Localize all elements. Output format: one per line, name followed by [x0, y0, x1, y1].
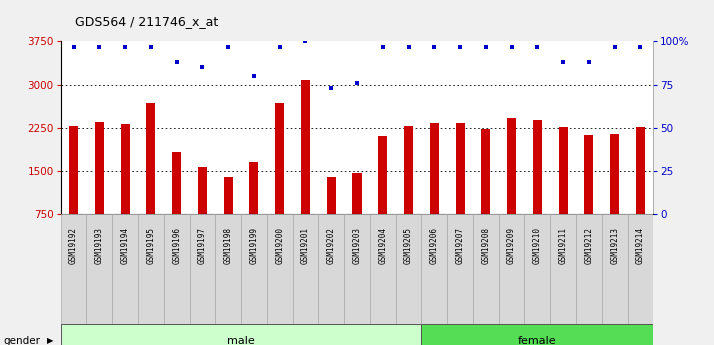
Bar — [421, 214, 447, 324]
Bar — [430, 123, 439, 214]
Point — [428, 44, 440, 49]
Point — [506, 44, 518, 49]
Text: female: female — [518, 336, 557, 345]
Bar — [628, 214, 653, 324]
Text: GSM19200: GSM19200 — [275, 227, 284, 264]
Bar — [241, 214, 267, 324]
Bar — [189, 214, 216, 324]
Point — [94, 44, 105, 49]
Point — [583, 59, 595, 65]
Text: GSM19211: GSM19211 — [558, 227, 568, 264]
Point — [171, 59, 182, 65]
Bar — [61, 214, 86, 324]
Text: GSM19201: GSM19201 — [301, 227, 310, 264]
Point — [326, 85, 337, 91]
Bar — [498, 214, 525, 324]
Bar — [584, 135, 593, 214]
Text: GSM19196: GSM19196 — [172, 227, 181, 264]
Bar — [404, 126, 413, 214]
Text: GSM19207: GSM19207 — [456, 227, 465, 264]
Bar — [146, 103, 156, 214]
Bar — [198, 167, 207, 214]
Bar — [327, 177, 336, 214]
Point — [196, 65, 208, 70]
Text: GSM19209: GSM19209 — [507, 227, 516, 264]
Bar — [378, 136, 387, 214]
Point — [351, 80, 363, 86]
Bar — [86, 214, 112, 324]
Bar — [95, 122, 104, 214]
Bar — [602, 214, 628, 324]
Point — [223, 44, 234, 49]
Bar — [172, 152, 181, 214]
Point — [558, 59, 569, 65]
Point — [119, 44, 131, 49]
Point — [377, 44, 388, 49]
Bar — [447, 214, 473, 324]
Point — [480, 44, 491, 49]
Bar — [223, 177, 233, 214]
Bar — [525, 214, 550, 324]
Text: GSM19194: GSM19194 — [121, 227, 130, 264]
Point — [532, 44, 543, 49]
Text: GSM19208: GSM19208 — [481, 227, 491, 264]
Text: GSM19198: GSM19198 — [223, 227, 233, 264]
Bar — [69, 127, 78, 214]
Bar — [558, 127, 568, 214]
Text: gender: gender — [4, 336, 41, 345]
Text: GSM19197: GSM19197 — [198, 227, 207, 264]
Bar — [576, 214, 602, 324]
Point — [68, 44, 79, 49]
Text: GSM19205: GSM19205 — [404, 227, 413, 264]
Bar — [61, 324, 421, 345]
Bar — [318, 214, 344, 324]
Bar — [138, 214, 164, 324]
Point — [454, 44, 466, 49]
Text: GSM19202: GSM19202 — [327, 227, 336, 264]
Bar — [344, 214, 370, 324]
Text: GDS564 / 211746_x_at: GDS564 / 211746_x_at — [75, 14, 218, 28]
Text: GSM19203: GSM19203 — [353, 227, 361, 264]
Text: GSM19214: GSM19214 — [636, 227, 645, 264]
Text: GSM19204: GSM19204 — [378, 227, 387, 264]
Bar — [507, 118, 516, 214]
Text: GSM19206: GSM19206 — [430, 227, 439, 264]
Bar — [610, 134, 619, 214]
Text: GSM19195: GSM19195 — [146, 227, 156, 264]
Bar — [473, 214, 498, 324]
Bar — [249, 162, 258, 214]
Bar — [301, 80, 310, 214]
Text: GSM19193: GSM19193 — [95, 227, 104, 264]
Bar — [550, 214, 576, 324]
Bar — [396, 214, 421, 324]
Point — [274, 44, 286, 49]
Point — [609, 44, 620, 49]
Bar — [421, 324, 653, 345]
Bar — [216, 214, 241, 324]
Text: GSM19199: GSM19199 — [249, 227, 258, 264]
Bar — [353, 173, 361, 214]
Bar — [456, 123, 465, 214]
Text: GSM19213: GSM19213 — [610, 227, 619, 264]
Point — [635, 44, 646, 49]
Bar — [370, 214, 396, 324]
Bar — [112, 214, 138, 324]
Point — [145, 44, 156, 49]
Bar — [636, 127, 645, 214]
Text: GSM19210: GSM19210 — [533, 227, 542, 264]
Text: male: male — [227, 336, 255, 345]
Text: GSM19212: GSM19212 — [584, 227, 593, 264]
Bar — [121, 124, 130, 214]
Point — [248, 73, 260, 79]
Bar — [481, 129, 491, 214]
Point — [403, 44, 414, 49]
Bar — [533, 120, 542, 214]
Bar — [293, 214, 318, 324]
Bar — [164, 214, 189, 324]
Text: GSM19192: GSM19192 — [69, 227, 78, 264]
Bar — [275, 103, 284, 214]
Bar — [267, 214, 293, 324]
Text: ▶: ▶ — [47, 336, 54, 345]
Point — [300, 39, 311, 44]
